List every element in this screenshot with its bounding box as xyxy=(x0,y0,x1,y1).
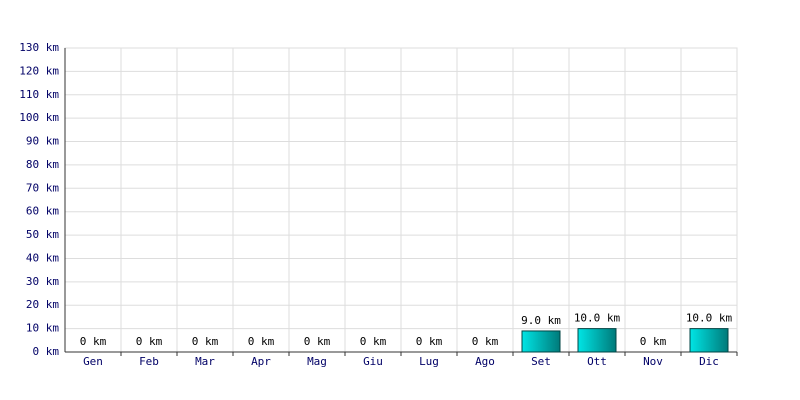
x-tick-label: Lug xyxy=(419,355,439,368)
y-tick-label: 40 km xyxy=(26,251,59,264)
y-tick-label: 60 km xyxy=(26,205,59,218)
y-tick-label: 0 km xyxy=(33,345,60,358)
value-label: 0 km xyxy=(136,335,163,348)
x-tick-label: Set xyxy=(531,355,551,368)
bar xyxy=(689,328,729,353)
y-tick-label: 100 km xyxy=(19,111,59,124)
x-tick-label: Feb xyxy=(139,355,159,368)
value-label: 0 km xyxy=(248,335,275,348)
value-label: 0 km xyxy=(360,335,387,348)
y-tick-label: 130 km xyxy=(19,41,59,54)
y-tick-label: 90 km xyxy=(26,135,59,148)
value-label: 0 km xyxy=(416,335,443,348)
y-tick-label: 10 km xyxy=(26,322,59,335)
y-tick-label: 120 km xyxy=(19,64,59,77)
value-label: 10.0 km xyxy=(574,312,621,325)
y-tick-label: 70 km xyxy=(26,181,59,194)
bar xyxy=(577,328,617,353)
x-tick-label: Giu xyxy=(363,355,383,368)
y-tick-label: 110 km xyxy=(19,88,59,101)
value-label: 0 km xyxy=(304,335,331,348)
x-tick-label: Nov xyxy=(643,355,663,368)
x-tick-label: Ott xyxy=(587,355,607,368)
y-tick-label: 20 km xyxy=(26,298,59,311)
x-tick-label: Dic xyxy=(699,355,719,368)
x-tick-label: Mar xyxy=(195,355,215,368)
value-label: 0 km xyxy=(640,335,667,348)
y-tick-label: 50 km xyxy=(26,228,59,241)
value-label: 0 km xyxy=(80,335,107,348)
value-label: 0 km xyxy=(472,335,499,348)
x-tick-label: Mag xyxy=(307,355,327,368)
y-tick-label: 30 km xyxy=(26,275,59,288)
x-tick-label: Apr xyxy=(251,355,271,368)
x-tick-label: Ago xyxy=(475,355,495,368)
value-label: 10.0 km xyxy=(686,312,733,325)
y-tick-label: 80 km xyxy=(26,158,59,171)
value-label: 9.0 km xyxy=(521,314,561,327)
value-label: 0 km xyxy=(192,335,219,348)
bar xyxy=(521,330,561,353)
x-tick-label: Gen xyxy=(83,355,103,368)
